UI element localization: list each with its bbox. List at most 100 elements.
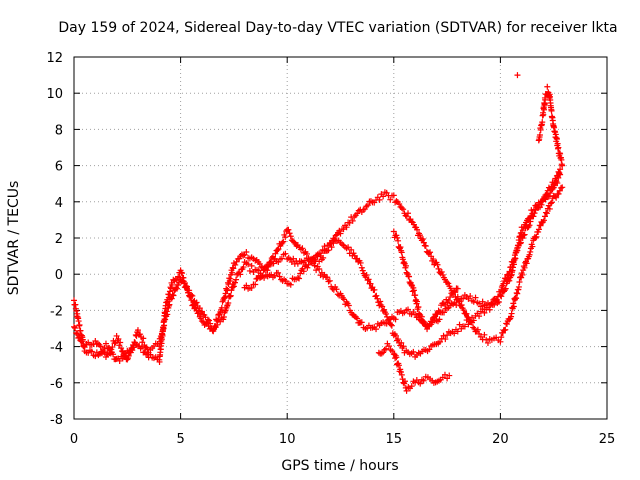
data-point — [169, 281, 176, 288]
data-point — [156, 343, 163, 350]
data-point — [237, 271, 244, 278]
series-track-3 — [241, 184, 566, 346]
data-point — [169, 291, 176, 298]
data-point — [555, 144, 562, 151]
data-point — [232, 261, 239, 268]
data-point — [444, 279, 451, 286]
data-point — [220, 314, 227, 321]
data-point — [132, 339, 139, 346]
data-point — [483, 336, 490, 343]
data-point — [92, 353, 99, 360]
data-point — [293, 243, 300, 250]
data-point — [230, 283, 237, 290]
data-point — [476, 300, 483, 307]
data-point — [418, 313, 425, 320]
x-axis-label: GPS time / hours — [281, 458, 398, 474]
data-point — [282, 234, 289, 241]
data-point — [533, 233, 540, 240]
data-point — [383, 320, 390, 327]
data-point — [395, 362, 402, 369]
data-point — [521, 264, 528, 271]
data-point — [365, 276, 372, 283]
data-point — [429, 319, 436, 326]
data-point — [456, 321, 463, 328]
data-point — [405, 210, 412, 217]
data-point — [272, 250, 279, 257]
data-point — [168, 285, 175, 292]
data-point — [326, 277, 333, 284]
data-point — [233, 258, 240, 265]
data-point — [354, 315, 361, 322]
data-point — [349, 217, 356, 224]
data-point — [380, 193, 387, 200]
data-point — [467, 293, 474, 300]
data-point — [358, 264, 365, 271]
data-point — [513, 249, 520, 256]
data-point — [276, 273, 283, 280]
data-point — [387, 321, 394, 328]
data-point — [403, 213, 410, 220]
data-point — [229, 284, 236, 291]
data-point — [397, 366, 404, 373]
data-point — [378, 350, 385, 357]
data-point — [125, 352, 132, 359]
data-point — [498, 334, 505, 341]
data-point — [556, 187, 563, 194]
data-point — [452, 289, 459, 296]
data-point — [229, 269, 236, 276]
data-point — [526, 251, 533, 258]
data-point — [555, 190, 562, 197]
data-point — [405, 306, 412, 313]
data-point — [541, 213, 548, 220]
data-point — [396, 200, 403, 207]
data-point — [382, 345, 389, 352]
data-point — [538, 198, 545, 205]
data-point — [547, 200, 554, 207]
data-point — [310, 254, 317, 261]
data-point — [440, 300, 447, 307]
data-point — [214, 321, 221, 328]
data-point — [377, 298, 384, 305]
data-point — [484, 339, 491, 346]
data-point — [222, 307, 229, 314]
data-point — [264, 263, 271, 270]
data-point — [225, 299, 232, 306]
data-point — [540, 197, 547, 204]
data-point — [119, 348, 126, 355]
series-track-7 — [514, 72, 521, 79]
data-point — [412, 292, 419, 299]
data-point — [224, 303, 231, 310]
data-point — [445, 280, 452, 287]
y-tick-label: -2 — [50, 304, 63, 319]
data-point — [371, 286, 378, 293]
data-point — [446, 372, 453, 379]
data-point — [397, 244, 404, 251]
data-point — [286, 230, 293, 237]
data-point — [174, 285, 181, 292]
data-point — [345, 244, 352, 251]
data-point — [170, 292, 177, 299]
y-tick-label: -6 — [50, 377, 63, 392]
data-point — [451, 330, 458, 337]
data-point — [461, 323, 468, 330]
data-point — [497, 291, 504, 298]
data-point — [259, 272, 266, 279]
y-tick-label: 10 — [46, 87, 63, 102]
data-point — [100, 348, 107, 355]
y-tick-label: -4 — [50, 341, 63, 356]
data-point — [463, 310, 470, 317]
series-track-4 — [375, 340, 453, 394]
data-point — [392, 316, 399, 323]
data-point — [275, 246, 282, 253]
data-point — [373, 292, 380, 299]
data-point — [548, 107, 555, 114]
data-point — [265, 263, 272, 270]
data-point — [166, 301, 173, 308]
data-point — [198, 308, 205, 315]
data-point — [460, 306, 467, 313]
y-tick-label: -8 — [50, 413, 63, 428]
data-point — [386, 343, 393, 350]
data-point — [358, 319, 365, 326]
data-point — [416, 232, 423, 239]
